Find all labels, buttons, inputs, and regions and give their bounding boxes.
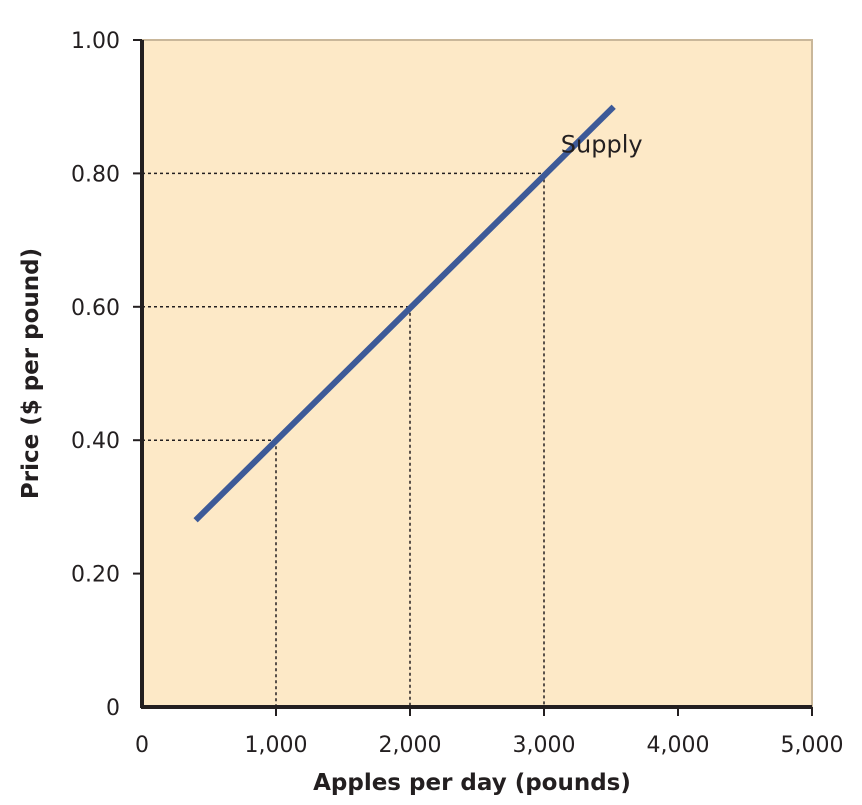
y-tick-label-3: 0.60	[71, 296, 120, 321]
series-layer: Supply	[193, 104, 643, 523]
series-line-0	[193, 104, 616, 523]
tick-labels: 0 1,000 2,000 3,000 4,000 5,000 0 0.20 0.40 0.60 0…	[71, 29, 843, 758]
y-tick-label-4: 0.80	[71, 162, 120, 187]
y-axis-title: Price ($ per pound)	[18, 248, 44, 499]
x-tick-label-5: 5,000	[781, 733, 844, 758]
axes	[140, 40, 812, 709]
series-label-0: Supply	[561, 131, 643, 159]
guide-lines	[142, 172, 545, 707]
y-tick-label-5: 1.00	[71, 29, 120, 54]
y-tick-label-1: 0.20	[71, 563, 120, 588]
y-tick-label-2: 0.40	[71, 429, 120, 454]
x-tick-label-3: 3,000	[513, 733, 576, 758]
x-axis-title: Apples per day (pounds)	[313, 770, 631, 796]
x-tick-label-1: 1,000	[245, 733, 308, 758]
x-tick-label-0: 0	[135, 733, 149, 758]
y-tick-label-0: 0	[106, 696, 120, 721]
x-tick-label-4: 4,000	[647, 733, 710, 758]
plot-area	[141, 39, 813, 708]
x-tick-label-2: 2,000	[379, 733, 442, 758]
